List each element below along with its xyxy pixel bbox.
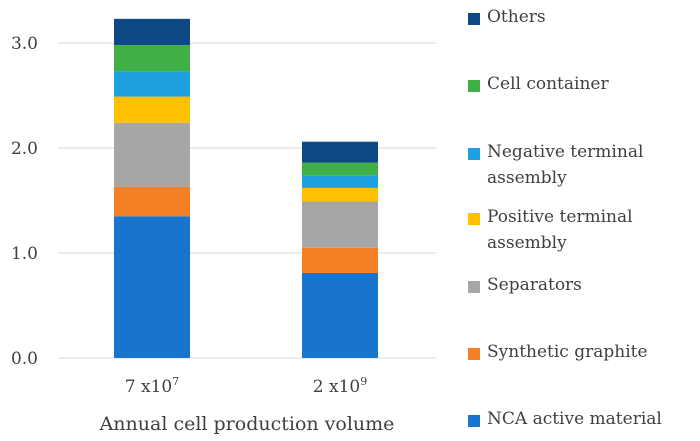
x-axis-ticks: 7 x107 2 x109 (125, 375, 367, 397)
legend-swatch (468, 13, 480, 25)
legend-label: Cell container (487, 74, 609, 94)
legend-item: Synthetic graphite (468, 342, 648, 365)
legend-label: Separators (487, 275, 582, 295)
y-tick-label: 2.0 (11, 139, 38, 159)
y-tick-label: 0.0 (11, 349, 38, 369)
legend-item: Cell container (468, 74, 609, 97)
bar-segment (302, 175, 378, 188)
legend-label: NCA active material (487, 409, 662, 429)
y-tick-label: 3.0 (11, 34, 38, 54)
y-axis-ticks: 0.0 1.0 2.0 3.0 (11, 34, 38, 369)
legend-swatch (468, 80, 480, 92)
bar-segment (302, 247, 378, 273)
bar-segment (114, 45, 190, 72)
legend-label: Negative terminal assembly (487, 142, 644, 188)
legend: Others Cell container Negative terminal as… (468, 0, 700, 441)
legend-label: Synthetic graphite (487, 342, 648, 362)
bar-segment (114, 216, 190, 358)
legend-item: NCA active material (468, 409, 662, 432)
legend-swatch (468, 348, 480, 360)
legend-swatch (468, 281, 480, 293)
legend-item: Positive terminal assembly (468, 207, 700, 256)
legend-item: Negative terminal assembly (468, 142, 643, 191)
bar-segment (114, 18, 190, 46)
legend-label: Positive terminal assembly (487, 207, 633, 253)
legend-swatch (468, 213, 480, 225)
bar-segment (114, 71, 190, 97)
bar-segment (114, 122, 190, 187)
x-tick-label: 7 x107 (125, 375, 179, 397)
bar-segment (302, 141, 378, 163)
legend-swatch (468, 148, 480, 160)
bar-segment (302, 187, 378, 202)
legend-swatch (468, 415, 480, 427)
x-tick-label: 2 x109 (313, 375, 367, 397)
bar-segment (302, 162, 378, 176)
bars (114, 18, 378, 358)
bar-segment (302, 272, 378, 358)
bar-segment (114, 96, 190, 123)
bar-segment (114, 186, 190, 217)
x-axis-label: Annual cell production volume (99, 413, 395, 435)
legend-item: Others (468, 7, 546, 30)
legend-item: Separators (468, 275, 582, 298)
bar-segment (302, 201, 378, 248)
legend-label: Others (487, 7, 546, 27)
y-tick-label: 1.0 (11, 244, 38, 264)
